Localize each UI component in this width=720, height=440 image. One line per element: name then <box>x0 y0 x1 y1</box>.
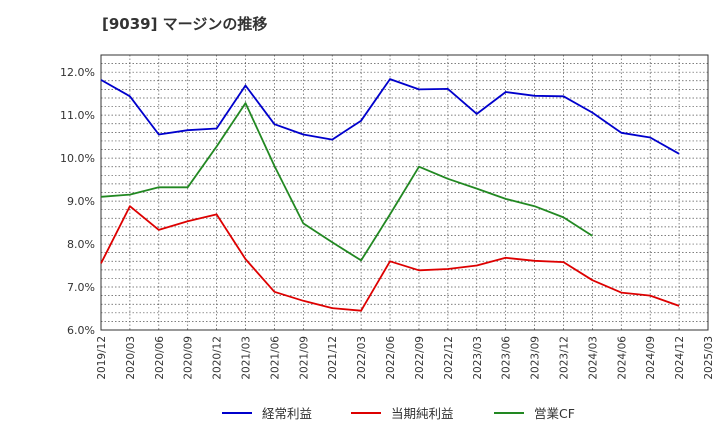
x-tick-label: 2021/09 <box>298 336 310 380</box>
plot-border <box>100 54 709 331</box>
y-tick-label: 7.0% <box>67 281 95 294</box>
y-tick-label: 6.0% <box>67 324 95 337</box>
series-line-1 <box>100 205 680 312</box>
plot-area <box>101 55 708 330</box>
x-tick-label: 2021/06 <box>269 336 281 380</box>
x-tick-label: 2022/06 <box>385 336 397 380</box>
y-tick-label: 9.0% <box>67 195 95 208</box>
y-tick-label: 8.0% <box>67 238 95 251</box>
legend-label-0: 経常利益 <box>262 406 312 421</box>
x-tick-label: 2024/03 <box>587 336 599 380</box>
x-tick-label: 2021/03 <box>241 336 253 380</box>
x-tick-label: 2023/06 <box>501 336 513 380</box>
x-tick-label: 2024/09 <box>645 336 657 380</box>
x-tick-label: 2024/12 <box>674 336 686 380</box>
x-tick-label: 2023/09 <box>530 336 542 380</box>
x-tick-label: 2022/09 <box>414 336 426 380</box>
x-tick-label: 2023/12 <box>558 336 570 380</box>
x-tick-label: 2025/03 <box>703 336 715 380</box>
chart-title: [9039] マージンの推移 <box>102 15 268 33</box>
x-tick-label: 2020/06 <box>154 336 166 380</box>
x-tick-label: 2020/12 <box>212 336 224 380</box>
x-tick-label: 2023/03 <box>472 336 484 380</box>
x-tick-label: 2020/09 <box>183 336 195 380</box>
legend-label-2: 営業CF <box>534 406 575 421</box>
y-tick-label: 11.0% <box>60 109 95 122</box>
x-tick-label: 2022/03 <box>356 336 368 380</box>
series-line-2 <box>100 102 593 262</box>
x-tick-label: 2022/12 <box>443 336 455 380</box>
y-tick-label: 10.0% <box>60 152 95 165</box>
x-tick-label: 2020/03 <box>125 336 137 380</box>
series-line-0 <box>100 78 680 155</box>
x-tick-label: 2024/06 <box>616 336 628 380</box>
legend-label-1: 当期純利益 <box>391 406 454 421</box>
y-tick-label: 12.0% <box>60 66 95 79</box>
x-tick-label: 2019/12 <box>96 336 108 380</box>
x-tick-label: 2021/12 <box>327 336 339 380</box>
